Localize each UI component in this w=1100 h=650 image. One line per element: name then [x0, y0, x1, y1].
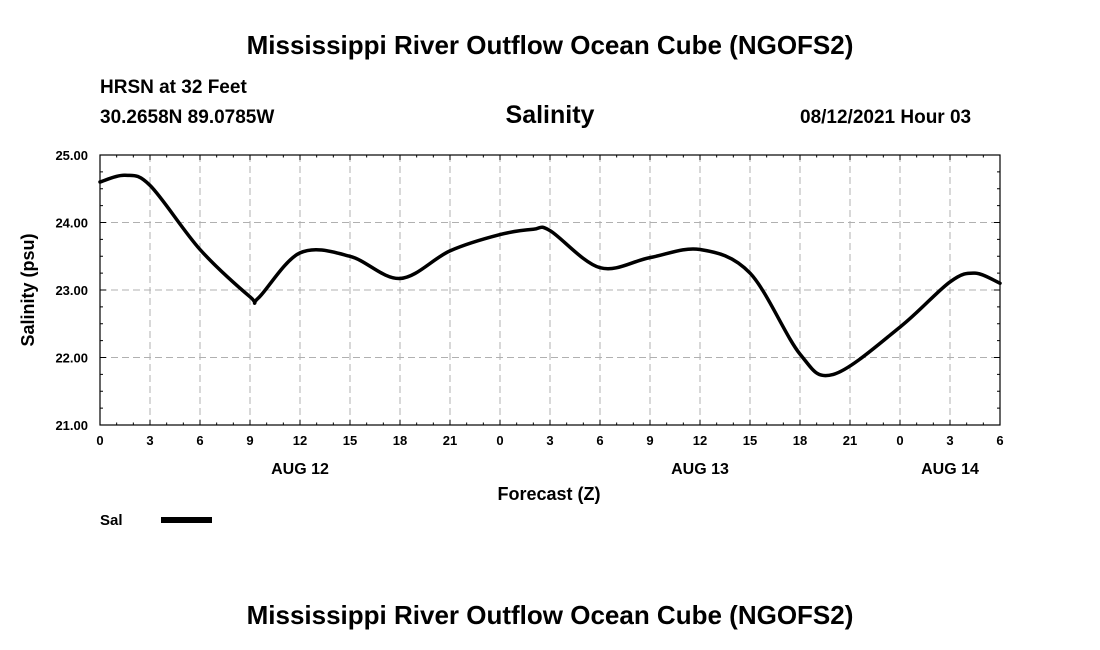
x-tick-label: 18: [793, 433, 807, 448]
x-tick-label: 15: [343, 433, 357, 448]
x-tick-label: 3: [946, 433, 953, 448]
y-tick-label: 21.00: [55, 418, 88, 433]
x-tick-label: 12: [693, 433, 707, 448]
x-tick-label: 18: [393, 433, 407, 448]
grid-layer: [100, 155, 1000, 425]
ticks-layer: 0 3 6 9 12 15 18 21 0 3 6 9 12 15 18 21 0 3 6 AUG 12 AUG 13 A…: [55, 148, 1003, 478]
y-tick-label: 25.00: [55, 148, 88, 163]
x-tick-label: 9: [646, 433, 653, 448]
date-label: AUG 12: [271, 461, 329, 478]
date-label: AUG 13: [671, 461, 729, 478]
datetime-label: 08/12/2021 Hour 03: [800, 107, 972, 128]
x-tick-label: 3: [546, 433, 553, 448]
x-tick-label: 6: [596, 433, 603, 448]
x-tick-label: 6: [196, 433, 203, 448]
x-tick-label: 0: [96, 433, 103, 448]
x-tick-label: 21: [443, 433, 457, 448]
x-tick-label: 15: [743, 433, 757, 448]
x-axis-label: Forecast (Z): [497, 484, 600, 504]
x-tick-label: 0: [896, 433, 903, 448]
y-tick-label: 22.00: [55, 351, 88, 366]
x-tick-label: 21: [843, 433, 857, 448]
x-tick-label: 6: [996, 433, 1003, 448]
x-tick-label: 0: [496, 433, 503, 448]
station-label: HRSN at 32 Feet: [100, 77, 247, 98]
coordinates-label: 30.2658N 89.0785W: [100, 107, 275, 128]
y-axis-label: Salinity (psu): [18, 233, 38, 346]
x-tick-label: 3: [146, 433, 153, 448]
y-tick-label: 23.00: [55, 283, 88, 298]
variable-title: Salinity: [505, 101, 595, 129]
date-label: AUG 14: [921, 461, 979, 478]
x-tick-label: 12: [293, 433, 307, 448]
chart-title-bottom: Mississippi River Outflow Ocean Cube (NG…: [246, 600, 854, 630]
series-layer: [98, 173, 1002, 378]
legend-label: Sal: [100, 512, 123, 529]
salinity-series-line: [98, 173, 1002, 378]
y-tick-label: 24.00: [55, 216, 88, 231]
x-tick-label: 9: [246, 433, 253, 448]
chart-title-top: Mississippi River Outflow Ocean Cube (NG…: [246, 30, 854, 60]
